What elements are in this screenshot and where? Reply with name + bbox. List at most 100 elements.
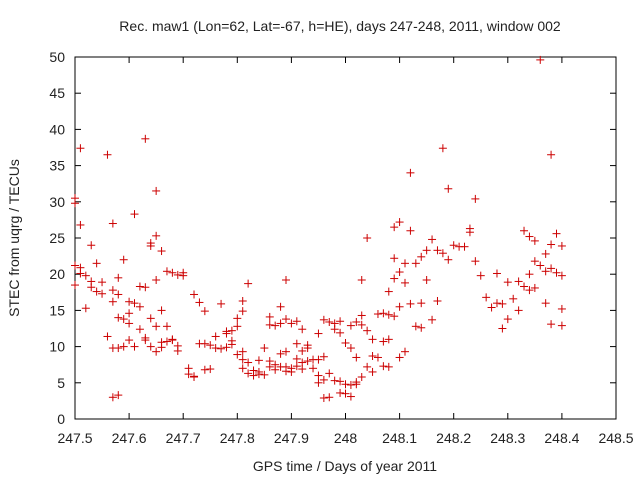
data-point — [536, 261, 545, 270]
data-point — [422, 275, 431, 284]
data-point — [390, 274, 399, 283]
data-point — [157, 247, 166, 256]
data-point — [547, 150, 556, 159]
x-tick-label: 247.5 — [57, 430, 92, 446]
data-point — [401, 347, 410, 356]
data-point — [487, 303, 496, 312]
data-point — [363, 326, 372, 335]
data-point — [314, 329, 323, 338]
x-tick-labels: 247.5 247.6 247.7 247.8 247.9 248 248.1 248.2 24… — [57, 430, 633, 446]
x-axis-label: GPS time / Days of year 2011 — [253, 458, 437, 474]
y-tick-label: 0 — [57, 411, 65, 427]
data-point — [390, 254, 399, 263]
data-point — [157, 306, 166, 315]
data-point — [503, 315, 512, 324]
data-point — [325, 369, 334, 378]
data-point — [406, 226, 415, 235]
data-point — [357, 275, 366, 284]
data-point — [146, 241, 155, 250]
data-point — [525, 270, 534, 279]
data-point — [125, 336, 134, 345]
data-point — [114, 344, 123, 353]
data-point — [395, 353, 404, 362]
data-point — [141, 283, 150, 292]
data-point — [222, 343, 231, 352]
data-point — [363, 362, 372, 371]
x-tick-label: 247.6 — [112, 430, 147, 446]
data-point — [428, 235, 437, 244]
y-tick-label: 10 — [49, 339, 65, 355]
data-point — [298, 346, 307, 355]
data-point — [303, 357, 312, 366]
data-point — [471, 194, 480, 203]
data-point — [557, 241, 566, 250]
data-point — [503, 278, 512, 287]
data-point — [357, 373, 366, 382]
chart-title: Rec. maw1 (Lon=62, Lat=-67, h=HE), days … — [119, 18, 561, 34]
data-point — [238, 347, 247, 356]
data-point — [384, 287, 393, 296]
data-point — [152, 186, 161, 195]
data-point — [195, 298, 204, 307]
data-point — [547, 240, 556, 249]
data-point — [244, 279, 253, 288]
data-point — [384, 335, 393, 344]
data-point — [465, 228, 474, 237]
data-point — [547, 264, 556, 273]
data-point — [384, 362, 393, 371]
data-point — [292, 317, 301, 326]
data-point — [357, 320, 366, 329]
data-point — [125, 297, 134, 306]
data-point — [514, 306, 523, 315]
data-point — [525, 286, 534, 295]
data-point — [114, 273, 123, 282]
data-point — [471, 257, 480, 266]
data-point — [130, 342, 139, 351]
data-point — [260, 370, 269, 379]
data-point — [119, 342, 128, 351]
data-point — [536, 55, 545, 64]
data-point — [217, 299, 226, 308]
data-point — [325, 317, 334, 326]
data-point — [314, 355, 323, 364]
data-point — [482, 293, 491, 302]
y-tick-label: 15 — [49, 302, 65, 318]
data-point — [390, 312, 399, 321]
data-point — [103, 332, 112, 341]
data-point — [162, 337, 171, 346]
data-points — [71, 55, 566, 403]
data-point — [341, 389, 350, 398]
data-point — [190, 372, 199, 381]
y-axis-label: STEC from uqrg / TECUs — [6, 159, 22, 317]
x-tick-label: 248.5 — [598, 430, 633, 446]
data-point — [352, 317, 361, 326]
x-tick-label: 248 — [334, 430, 358, 446]
data-point — [190, 290, 199, 299]
data-point — [238, 307, 247, 316]
data-point — [422, 246, 431, 255]
data-point — [346, 321, 355, 330]
data-point — [227, 336, 236, 345]
x-tick-label: 248.4 — [544, 430, 579, 446]
data-point — [152, 322, 161, 331]
data-point — [168, 268, 177, 277]
data-point — [547, 320, 556, 329]
data-point — [108, 219, 117, 228]
data-point — [265, 312, 274, 321]
data-point — [309, 364, 318, 373]
data-point — [238, 355, 247, 364]
data-point — [492, 299, 501, 308]
data-point — [276, 349, 285, 358]
data-point — [433, 296, 442, 305]
data-point — [200, 307, 209, 316]
data-point — [287, 367, 296, 376]
data-point — [525, 232, 534, 241]
data-point — [238, 364, 247, 373]
y-tick-labels: 0 5 10 15 20 25 30 35 40 45 50 — [49, 49, 65, 427]
data-point — [552, 268, 561, 277]
data-point — [557, 304, 566, 313]
data-point — [108, 286, 117, 295]
data-point — [514, 277, 523, 286]
y-tick-label: 5 — [57, 375, 65, 391]
